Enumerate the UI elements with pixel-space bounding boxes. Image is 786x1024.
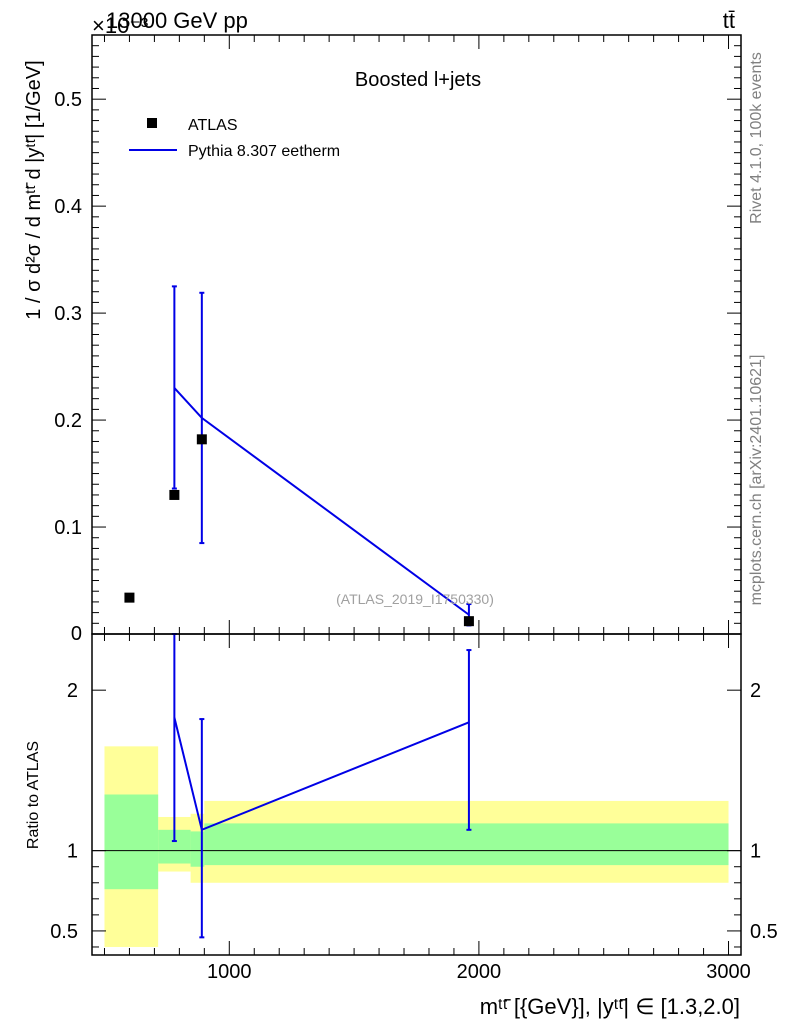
y-tick-label: 0.1 [54, 517, 82, 539]
y-tick-label: 0.5 [54, 89, 82, 111]
header-left: 13000 GeV pp [106, 8, 248, 33]
exponent-label: ×10⁻³ [92, 13, 148, 38]
ratio-y-label: Ratio to ATLAS [25, 741, 42, 849]
rivet-info: Rivet 4.1.0, 100k events [748, 52, 765, 224]
mcplots-info: mcplots.cern.ch [arXiv:2401.10621] [748, 355, 765, 606]
ratio-frame [91, 633, 742, 956]
ratio-y-tick-label-left: 2 [67, 680, 78, 702]
pythia-line [173, 387, 470, 616]
legend: ATLAS Pythia 8.307 eetherm [129, 117, 340, 160]
atlas-point-1 [169, 489, 180, 500]
ratio-y-tick-label-left: 0.5 [50, 921, 78, 943]
y-tick-label-zero: 0 [71, 623, 82, 645]
legend-atlas-label: ATLAS [188, 117, 238, 134]
x-tick-label: 1000 [207, 961, 252, 983]
x-tick-label: 3000 [706, 961, 751, 983]
atlas-point-2 [196, 434, 207, 445]
ratio-y-tick-label-right: 2 [750, 680, 761, 702]
ratio-y-tick-label-right: 1 [750, 841, 761, 863]
x-axis-label: mᵗᵗ̄ [{GeV}], |yᵗᵗ̄| ∈ [1.3,2.0] [480, 994, 740, 1019]
y-tick-label: 0.3 [54, 303, 82, 325]
ratio-panel: 1000 2000 3000 0.5 0.5 1 1 2 2 Ratio to ATLAS mᵗ… [25, 633, 778, 1019]
header-right: tt̄ [723, 8, 735, 33]
ratio-y-tick-label-left: 1 [67, 841, 78, 863]
main-title: Boosted l+jets [355, 69, 481, 91]
legend-pythia-label: Pythia 8.307 eetherm [188, 143, 340, 160]
ratio-y-tick-label-right: 0.5 [750, 921, 778, 943]
main-panel: 0.1 0.2 0.3 0.4 0.5 0 Boosted l+jets ATLAS Py… [23, 34, 742, 645]
x-tick-label: 2000 [457, 961, 502, 983]
atlas-point-3 [463, 616, 474, 627]
uncertainty-band-green-0 [104, 794, 159, 890]
y-tick-label: 0.4 [54, 196, 82, 218]
legend-atlas-marker [147, 118, 157, 128]
y-tick-label: 0.2 [54, 410, 82, 432]
atlas-point-0 [124, 592, 135, 603]
main-y-label: 1 / σ d²σ / d mᵗᵗ̄ d |yᵗᵗ̄| [1/GeV] [23, 60, 45, 319]
watermark: (ATLAS_2019_I1750330) [336, 591, 494, 607]
